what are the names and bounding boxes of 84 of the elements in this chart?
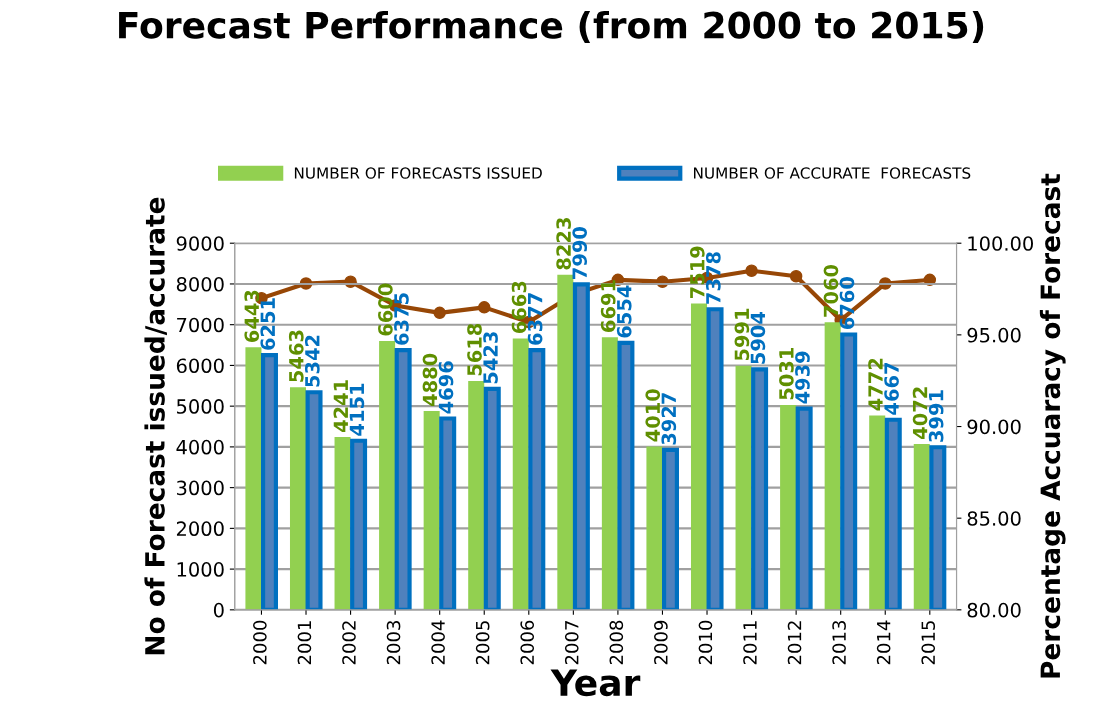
x-tick-label: 2012 [787,621,802,665]
point [477,301,491,314]
x-tick-label: 2003 [386,621,401,665]
y-tick-label: 6000 [176,358,224,374]
y-tick-label: 8000 [176,276,224,292]
x-tick-label: 2010 [698,620,713,665]
y2-tick-label: 90.00 [967,419,1021,435]
data-label: 4241 [333,380,348,433]
y2-tick-label: 100.00 [968,236,1033,251]
x-tick-label: 2009 [654,620,668,665]
bar [869,415,886,610]
x-tick-label: 2008 [609,620,624,665]
data-label: 4696 [438,361,454,414]
y-axis-title: No of Forecast issued/accurate [144,197,167,655]
data-label: 5031 [779,347,794,400]
x-tick-label: 2000 [253,620,267,665]
bar [468,380,485,610]
data-label: 5423 [483,332,498,384]
data-label: 7519 [689,246,705,299]
point [433,306,446,320]
y-tick-label: 1000 [177,562,224,577]
data-label: 6554 [616,285,632,338]
data-label: 6691 [600,280,616,332]
bar [379,340,396,610]
y2-axis-title: Percentage Accuaracy of Forecast [1039,173,1066,678]
x-tick-label: 2013 [832,621,846,665]
y-tick-label: 2000 [176,521,224,537]
data-label: 5342 [304,335,320,387]
data-label: 6251 [260,298,276,350]
x-tick-label: 2014 [876,620,891,665]
data-label: 4939 [795,351,810,404]
data-label: 6760 [839,277,855,330]
y2-tick-label: 80.00 [967,602,1021,618]
data-label: 4151 [349,383,365,436]
y2-tick-label: 85.00 [967,511,1021,526]
y2-tick-label: 95.00 [967,327,1021,343]
data-label: 8223 [556,218,571,270]
y-tick-label: 4000 [176,439,224,455]
data-label: 5463 [288,330,304,382]
data-label: 3991 [928,390,944,442]
data-label: 6663 [511,281,527,334]
bar [913,443,930,610]
data-label: 4880 [422,353,438,406]
x-tick-label: 2007 [564,621,579,665]
data-label: 4772 [868,358,883,411]
x-tick-label: 2006 [520,620,535,665]
y-tick-label: 3000 [177,480,224,496]
data-label: 5904 [750,311,766,364]
bar [690,303,708,610]
x-tick-label: 2002 [342,621,356,665]
data-label: 7990 [572,227,588,279]
data-label: 4072 [912,387,928,439]
data-label: 5618 [467,323,482,376]
x-tick-label: 2015 [921,621,936,665]
bar [735,365,752,610]
data-label: 5991 [734,308,750,361]
legend-label: NUMBER OF ACCURATE FORECASTS [694,167,971,179]
point [789,269,803,283]
y-tick-label: 5000 [177,399,224,414]
x-tick-label: 2001 [297,621,312,665]
bar [557,274,574,610]
x-tick-label: 2005 [475,621,490,665]
legend-label: NUMBER OF FORECASTS ISSUED [294,167,542,179]
x-tick-label: 2011 [743,621,757,665]
bar [289,387,307,610]
x-axis-title: Year [550,669,641,697]
data-label: 6443 [244,290,260,342]
data-label: 7060 [823,264,839,317]
data-label: 3927 [661,393,677,445]
data-label: 4667 [884,362,899,415]
chart-title: Forecast Performance (from 2000 to 2015) [119,10,984,44]
data-label: 6375 [394,293,409,345]
data-label: 4010 [645,389,661,442]
data-label: 6600 [378,283,393,336]
y-tick-label: 9000 [176,236,224,251]
data-label: 6377 [527,293,543,345]
x-tick-label: 2004 [431,620,445,665]
point [745,264,758,277]
data-label: 7378 [705,252,721,304]
bar [334,437,351,610]
bar [780,404,797,610]
y-tick-label: 7000 [177,317,224,333]
bar [601,337,618,610]
y-tick-label: 0 [213,602,224,618]
